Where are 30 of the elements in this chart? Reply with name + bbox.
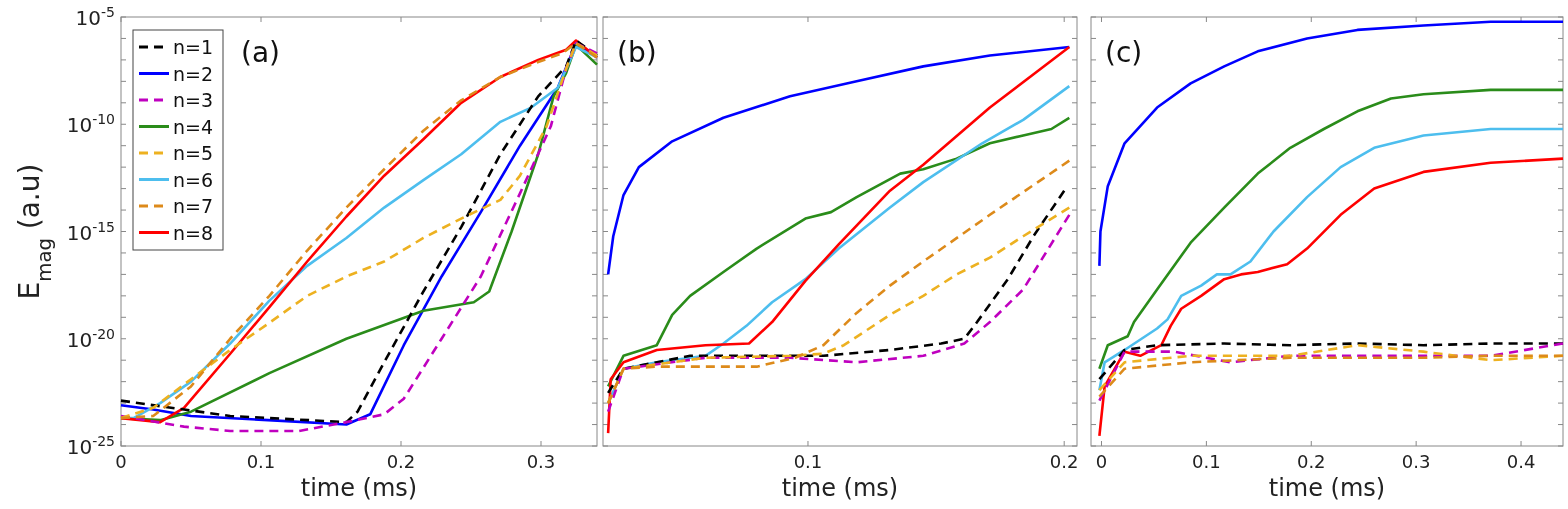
x-tick-label: 0.3 [526, 451, 556, 472]
x-tick-label: 0.4 [1506, 451, 1536, 472]
x-tick-label: 0.3 [1401, 451, 1431, 472]
x-tick-label: 0.2 [386, 451, 416, 472]
annotation: (a) [241, 36, 281, 69]
x-tick-label: 0.1 [1192, 451, 1221, 472]
x-tick-label: 0.2 [1296, 451, 1326, 472]
y-tick-label: 10$^{-20}$ [66, 325, 115, 352]
y-tick-label: 10$^{-5}$ [75, 4, 115, 30]
legend-label: n=8 [173, 221, 214, 244]
legend-label: n=3 [173, 89, 214, 111]
x-tick-label: 0 [1095, 451, 1108, 472]
x-tick-label: 0 [115, 451, 127, 472]
x-tick-label: 0.2 [1049, 451, 1079, 472]
annotation: (c) [1105, 36, 1143, 69]
x-axis-title: time (ms) [781, 474, 899, 502]
legend-label: n=2 [173, 62, 214, 85]
annotation: (b) [617, 36, 657, 69]
y-tick-label: 10$^{-25}$ [66, 433, 115, 459]
x-axis-title: time (ms) [300, 474, 418, 502]
x-axis-title: time (ms) [1268, 474, 1386, 502]
legend-label: n=5 [173, 142, 214, 164]
legend-label: n=7 [173, 195, 214, 217]
x-tick-label: 0.1 [246, 451, 276, 472]
y-tick-label: 10$^{-15}$ [66, 218, 115, 245]
y-tick-label: 10$^{-10}$ [66, 111, 115, 138]
legend-label: n=6 [173, 168, 214, 191]
legend-label: n=4 [173, 115, 214, 138]
x-tick-label: 0.1 [793, 451, 823, 472]
legend-label: n=1 [173, 36, 214, 58]
